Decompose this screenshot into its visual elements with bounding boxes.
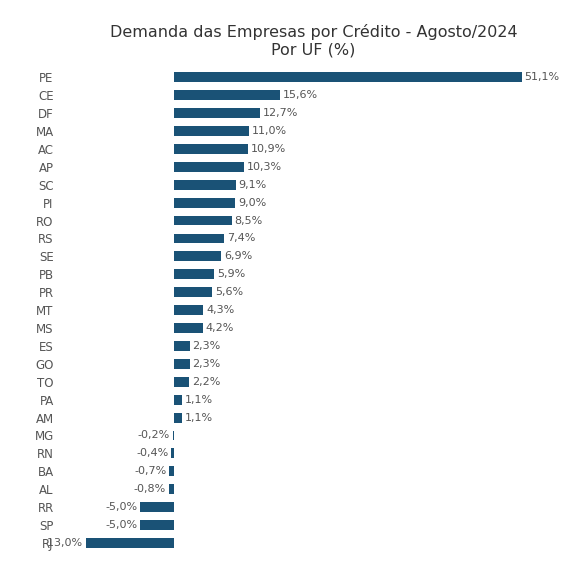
Bar <box>174 359 190 369</box>
Bar <box>174 251 221 261</box>
Text: 2,3%: 2,3% <box>193 359 221 369</box>
Bar <box>174 233 224 244</box>
Bar <box>174 162 244 172</box>
Text: 6,9%: 6,9% <box>224 251 252 261</box>
Bar <box>174 287 212 297</box>
Bar <box>172 448 174 459</box>
Text: -0,8%: -0,8% <box>134 484 166 494</box>
Text: 2,3%: 2,3% <box>193 341 221 351</box>
Text: -0,4%: -0,4% <box>137 448 169 459</box>
Text: -5,0%: -5,0% <box>105 520 138 530</box>
Bar <box>174 377 189 387</box>
Bar <box>86 538 174 548</box>
Text: -13,0%: -13,0% <box>44 538 83 548</box>
Bar <box>174 180 236 189</box>
Text: 9,0%: 9,0% <box>238 197 266 208</box>
Text: 7,4%: 7,4% <box>227 233 255 244</box>
Text: -0,7%: -0,7% <box>134 467 166 476</box>
Bar <box>174 90 280 100</box>
Bar <box>173 431 174 440</box>
Title: Demanda das Empresas por Crédito - Agosto/2024
Por UF (%): Demanda das Empresas por Crédito - Agost… <box>110 24 517 57</box>
Bar <box>174 269 214 279</box>
Text: 2,2%: 2,2% <box>192 377 220 387</box>
Text: 15,6%: 15,6% <box>283 90 318 100</box>
Text: 8,5%: 8,5% <box>234 216 263 225</box>
Text: 51,1%: 51,1% <box>524 72 560 83</box>
Text: 12,7%: 12,7% <box>263 108 299 118</box>
Text: 11,0%: 11,0% <box>251 126 287 136</box>
Bar <box>140 502 174 512</box>
Bar <box>174 108 261 118</box>
Text: 1,1%: 1,1% <box>185 413 213 423</box>
Text: -5,0%: -5,0% <box>105 502 138 512</box>
Text: 10,3%: 10,3% <box>247 162 282 172</box>
Bar <box>174 126 249 136</box>
Text: 1,1%: 1,1% <box>185 395 213 405</box>
Bar <box>174 305 203 315</box>
Bar <box>169 467 174 476</box>
Bar <box>174 323 203 333</box>
Text: 5,6%: 5,6% <box>215 287 243 297</box>
Text: 5,9%: 5,9% <box>217 269 245 279</box>
Bar <box>174 72 522 82</box>
Bar <box>140 520 174 530</box>
Text: 4,3%: 4,3% <box>206 305 234 315</box>
Bar <box>174 395 182 405</box>
Bar <box>169 484 174 494</box>
Text: 9,1%: 9,1% <box>239 180 267 189</box>
Text: 4,2%: 4,2% <box>206 323 234 333</box>
Bar <box>174 413 182 423</box>
Text: 10,9%: 10,9% <box>251 144 286 154</box>
Bar <box>174 216 232 225</box>
Text: -0,2%: -0,2% <box>138 431 170 440</box>
Bar <box>174 144 248 154</box>
Bar <box>174 197 236 208</box>
Bar <box>174 341 190 351</box>
